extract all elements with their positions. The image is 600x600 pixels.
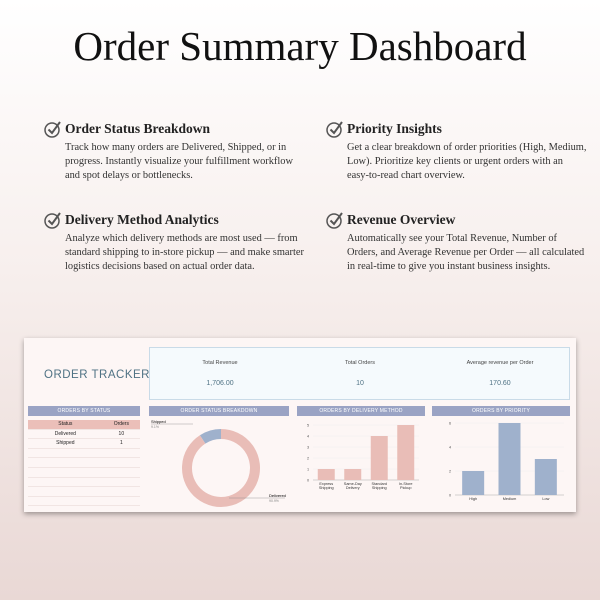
x-tick-label: Shipping [372,486,387,490]
bar [397,425,415,480]
feature-title: Order Status Breakdown [65,121,211,136]
feature-description: Get a clear breakdown of order prioritie… [347,142,587,181]
table-header: Status Orders [28,420,140,430]
check-circle-icon [326,121,343,138]
table-row [28,458,140,468]
x-tick-label: Standard [372,482,387,486]
x-tick-label: Shipping [319,486,334,490]
slice-percent: 9.1% [151,425,159,429]
table-row [28,497,140,507]
feature-description: Track how many orders are Delivered, Shi… [65,142,293,181]
x-tick-label: Low [542,497,549,501]
kpi-label: Total Orders [345,360,375,366]
y-tick-label: 2 [307,456,309,460]
kpi-label: Total Revenue [202,360,238,366]
table-cell: 1 [119,440,123,447]
y-tick-label: 2 [449,469,451,473]
table-cell: Shipped [56,440,75,447]
x-tick-label: Pickup [400,486,411,490]
feature-title: Delivery Method Analytics [65,212,219,227]
feature-title: Revenue Overview [347,212,456,227]
y-tick-label: 1 [307,467,309,471]
x-tick-label: In-Store [399,482,413,486]
delivery-method-bar-chart: 012345ExpressShippingSame-DayDeliverySta… [307,423,419,490]
slice-label: Shipped [151,420,166,424]
slice-label: Delivered [269,493,286,498]
section-header: ORDERS BY DELIVERY METHOD [297,406,425,416]
status-table: Status Orders Delivered 10 Shipped 1 [28,420,140,507]
column-header: Status [58,421,73,428]
table-row [28,487,140,497]
priority-bar-chart: 0 2 4 6 High Medium Low [449,421,564,501]
x-tick-label: High [469,497,477,501]
y-tick-label: 4 [449,445,451,449]
bar [498,423,521,495]
table-cell: 10 [118,430,125,437]
x-tick-label: Express [319,482,333,486]
y-tick-label: 0 [449,493,451,497]
kpi-label: Average revenue per Order [466,360,534,366]
y-tick-label: 5 [307,423,309,427]
feature-description: Analyze which delivery methods are most … [65,233,304,272]
y-tick-label: 0 [307,478,309,482]
bar [462,471,485,495]
table-row [28,468,140,478]
donut-slice-shipped [199,429,222,444]
kpi-panel: Total Revenue 1,706.00 Total Orders 10 A… [149,347,570,400]
table-row: Shipped 1 [28,439,140,449]
bar [370,436,388,480]
bar [344,469,362,480]
feature-title: Priority Insights [347,121,442,136]
page-title: Order Summary Dashboard [73,23,527,69]
kpi-value: 170.60 [489,380,511,387]
kpi-value: 1,706.00 [206,380,234,387]
bar [534,459,557,495]
kpi-value: 10 [356,380,364,387]
section-header: ORDERS BY PRIORITY [432,406,570,416]
x-tick-label: Medium [503,497,517,501]
y-tick-label: 3 [307,445,309,449]
check-circle-icon [44,212,61,229]
slice-percent: 90.9% [269,499,279,503]
table-cell: Delivered [54,430,76,437]
donut-slice-delivered [182,429,260,507]
order-tracker-dashboard: ORDER TRACKER Total Revenue 1,706.00 Tot… [24,338,576,512]
x-tick-label: Same-Day [344,482,362,486]
bar [317,469,335,480]
y-tick-label: 6 [449,421,451,425]
x-tick-label: Delivery [346,486,360,490]
section-header: ORDER STATUS BREAKDOWN [149,406,289,416]
table-row [28,449,140,459]
check-circle-icon [326,212,343,229]
section-header: ORDERS BY STATUS [28,406,140,416]
y-tick-label: 4 [307,434,309,438]
table-row [28,478,140,488]
column-header: Orders [113,421,129,428]
check-circle-icon [44,121,61,138]
brand-title: ORDER TRACKER [44,369,150,381]
feature-description: Automatically see your Total Revenue, Nu… [347,233,585,272]
table-row: Delivered 10 [28,430,140,440]
